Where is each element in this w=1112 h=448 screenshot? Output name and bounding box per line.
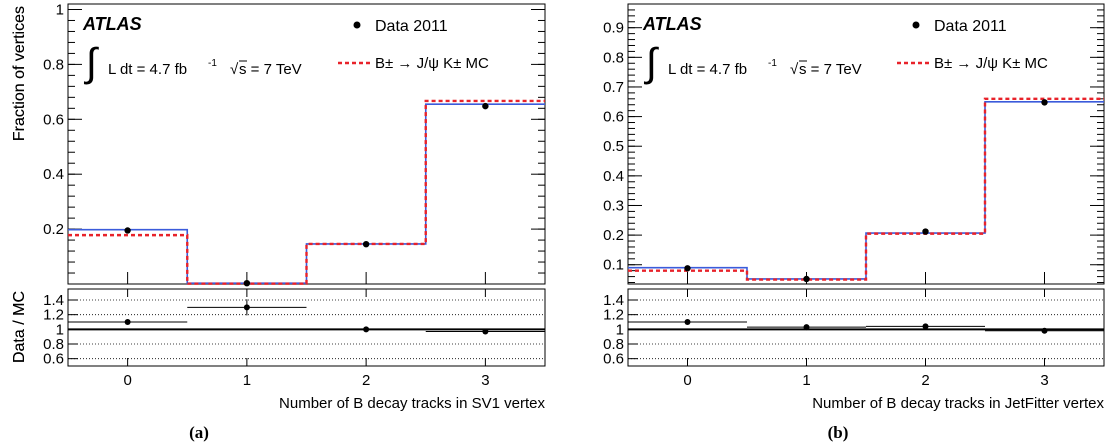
y-tick-label: 0.3 [603,197,624,214]
ratio-point [922,323,929,330]
y-tick-label: 0.1 [603,257,624,274]
ratio-plot-frame [627,288,1105,367]
x-tick-label: 3 [481,372,489,389]
ratio-y-tick-label: 0.6 [43,351,64,368]
legend-mc-label: B± → J/ψ K± MC [375,55,489,72]
x-tick-label: 0 [683,372,691,389]
data-point [1041,99,1048,106]
ratio-y-tick-label: 0.8 [43,336,64,353]
y-tick-label: 0.9 [603,20,624,37]
x-tick-label: 3 [1040,372,1048,389]
atlas-label: ATLAS [642,14,702,34]
luminosity-exponent: -1 [208,58,217,69]
x-tick-label: 1 [243,372,251,389]
y-axis-label: Fraction of vertices [11,6,28,141]
y-tick-label: 0.6 [603,109,624,126]
y-tick-label: 0.2 [43,221,64,238]
integral-symbol: ∫ [644,41,660,85]
y-tick-label: 0.7 [603,79,624,96]
luminosity-label: L dt = 4.7 fb [668,61,747,78]
y-tick-label: 0.5 [603,138,624,155]
luminosity-label: L dt = 4.7 fb [108,61,187,78]
data-point [362,240,370,248]
energy-label: s = 7 TeV [799,61,862,78]
mc-histogram [68,99,545,285]
ratio-y-tick-label: 1.4 [43,292,64,309]
data-point [243,279,251,287]
luminosity-exponent: -1 [768,58,777,69]
ratio-y-tick-label: 1.2 [43,307,64,324]
x-axis-label: Number of B decay tracks in SV1 vertex [279,395,545,412]
sqrt-symbol: √ [230,61,239,78]
sqrt-symbol: √ [790,61,799,78]
x-axis-label: Number of B decay tracks in JetFitter ve… [812,395,1104,412]
panel-caption: (b) [828,423,849,442]
mc-histogram [628,97,1104,281]
ratio-y-tick-label: 0.8 [603,336,624,353]
ratio-plot-frame [67,288,546,367]
ratio-y-axis-label: Data / MC [11,291,28,363]
legend-data-marker [912,21,920,29]
y-tick-label: 0.4 [603,168,624,185]
data-point [684,265,691,272]
energy-label: s = 7 TeV [239,61,302,78]
ratio-y-tick-label: 1.4 [603,292,624,309]
ratio-y-tick-label: 1 [616,321,624,338]
panel-caption: (a) [189,423,209,442]
legend-data-label: Data 2011 [375,18,448,35]
integral-symbol: ∫ [84,41,100,85]
ratio-y-tick-label: 1.2 [603,307,624,324]
x-tick-label: 0 [123,372,131,389]
ratio-point [684,319,691,325]
y-tick-label: 0.4 [43,166,64,183]
ratio-point [363,326,370,333]
data-point [803,275,810,283]
data-point [124,227,131,234]
ratio-point [243,304,250,311]
y-tick-label: 0.2 [603,227,624,244]
ratio-point [482,328,489,335]
y-axis-label: Fraction of vertices [11,6,28,141]
legend-mc-label: B± → J/ψ K± MC [934,55,1048,72]
x-tick-label: 2 [362,372,370,389]
main-plot-frame [67,3,546,285]
atlas-label: ATLAS [82,14,142,34]
ratio-point [124,319,131,325]
y-tick-label: 0.6 [43,111,64,128]
y-tick-label: 0.8 [603,49,624,66]
x-tick-label: 2 [921,372,929,389]
data-point [482,102,489,110]
main-plot-frame [627,3,1105,285]
ratio-y-tick-label: 0.6 [603,351,624,368]
mc-blue-histogram [68,103,545,284]
legend-data-label: Data 2011 [934,18,1007,35]
panel-b: 0.10.20.30.40.50.60.70.80.90 1 2 30.60.811.… [11,3,1105,442]
ratio-y-tick-label: 1 [56,321,64,338]
y-tick-label: 0.8 [43,56,64,73]
ratio-y-axis-label: Data / MC [11,291,28,363]
y-tick-label: 1 [56,1,64,18]
data-point [922,228,929,235]
ratio-point [803,324,810,331]
ratio-point [1041,327,1048,334]
legend-data-marker [353,21,361,29]
x-tick-label: 1 [802,372,810,389]
